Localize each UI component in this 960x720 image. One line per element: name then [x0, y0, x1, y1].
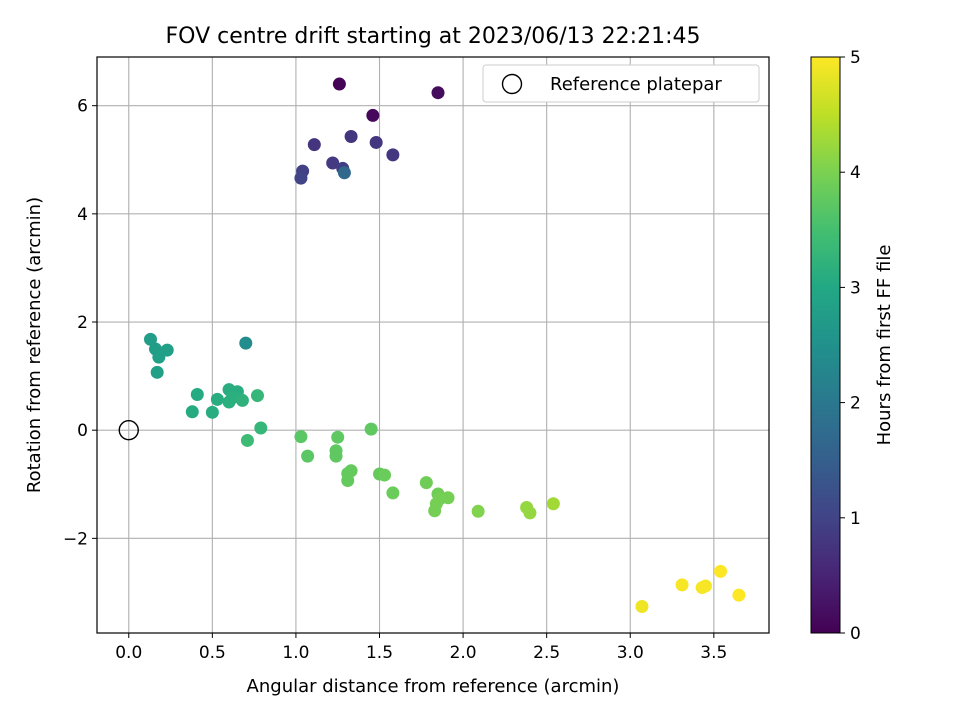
data-point [364, 422, 378, 436]
data-point [225, 391, 239, 405]
data-point [307, 138, 321, 152]
data-point [366, 108, 380, 122]
data-point [675, 578, 689, 592]
colorbar-tick-label: 4 [850, 163, 861, 183]
data-points [143, 77, 746, 613]
data-point [254, 421, 268, 435]
colorbar-tick-label: 2 [850, 394, 861, 414]
y-tick-label: 4 [77, 205, 88, 225]
data-point [523, 506, 537, 520]
legend: Reference platepar [482, 64, 760, 103]
y-tick-label: 2 [77, 313, 88, 333]
colorbar-tick-label: 0 [850, 624, 861, 644]
x-axis-ticks: 0.0 0.5 1.0 1.5 2.0 2.5 3.0 3.5 [115, 633, 727, 663]
data-point [294, 430, 308, 444]
x-axis-label: Angular distance from reference (arcmin) [247, 676, 620, 697]
data-point [732, 588, 746, 602]
data-point [235, 393, 249, 407]
data-point [240, 433, 254, 447]
x-tick-label: 0.5 [199, 643, 226, 663]
data-point [344, 130, 358, 144]
y-tick-label: 0 [77, 421, 88, 441]
data-point [210, 392, 224, 406]
data-point [331, 430, 345, 444]
y-tick-label: −2 [63, 529, 88, 549]
data-point [714, 564, 728, 578]
y-axis-label: Rotation from reference (arcmin) [24, 197, 45, 493]
x-tick-label: 2.0 [450, 643, 477, 663]
x-tick-label: 1.5 [366, 643, 393, 663]
colorbar: 0 1 2 3 4 5 Hours from first FF file [810, 48, 895, 644]
data-point [294, 171, 308, 185]
data-point [337, 166, 351, 180]
data-point [143, 332, 157, 346]
colorbar-gradient [810, 56, 841, 634]
legend-entry-reference: Reference platepar [550, 74, 722, 95]
data-point [431, 86, 445, 100]
y-tick-label: 6 [77, 97, 88, 117]
x-tick-label: 1.0 [282, 643, 309, 663]
chart-title: FOV centre drift starting at 2023/06/13 … [166, 24, 701, 49]
data-point [441, 491, 455, 505]
colorbar-label: Hours from first FF file [874, 245, 895, 446]
legend-reference-icon [501, 73, 523, 95]
data-point [152, 350, 166, 364]
data-point [378, 468, 392, 482]
colorbar-tick-label: 1 [850, 509, 861, 529]
data-point [386, 148, 400, 162]
data-point [419, 476, 433, 490]
data-point [428, 504, 442, 518]
data-point [205, 405, 219, 419]
colorbar-tick-label: 5 [850, 48, 861, 68]
data-point [301, 449, 315, 463]
x-tick-label: 0.0 [115, 643, 142, 663]
x-tick-label: 3.5 [700, 643, 727, 663]
y-axis-ticks: −2 0 2 4 6 [63, 97, 97, 549]
data-point [546, 497, 560, 511]
data-point [386, 486, 400, 500]
data-point [326, 156, 340, 170]
data-point [150, 365, 164, 379]
x-tick-label: 2.5 [533, 643, 560, 663]
data-point [250, 389, 264, 403]
data-point [369, 135, 383, 149]
data-point [239, 336, 253, 350]
reference-marker-group [118, 419, 139, 441]
x-tick-label: 3.0 [617, 643, 644, 663]
data-point [185, 405, 199, 419]
colorbar-ticks: 0 1 2 3 4 5 [840, 48, 861, 644]
grid [97, 57, 769, 633]
colorbar-tick-label: 3 [850, 278, 861, 298]
data-point [471, 504, 485, 518]
data-point [190, 387, 204, 401]
data-point [698, 579, 712, 593]
data-point [635, 599, 649, 613]
legend-box [482, 64, 760, 103]
data-point [341, 473, 355, 487]
data-point [332, 77, 346, 91]
reference-platepar-marker [118, 419, 139, 441]
data-point [329, 449, 343, 463]
plot-area-frame [96, 56, 770, 634]
